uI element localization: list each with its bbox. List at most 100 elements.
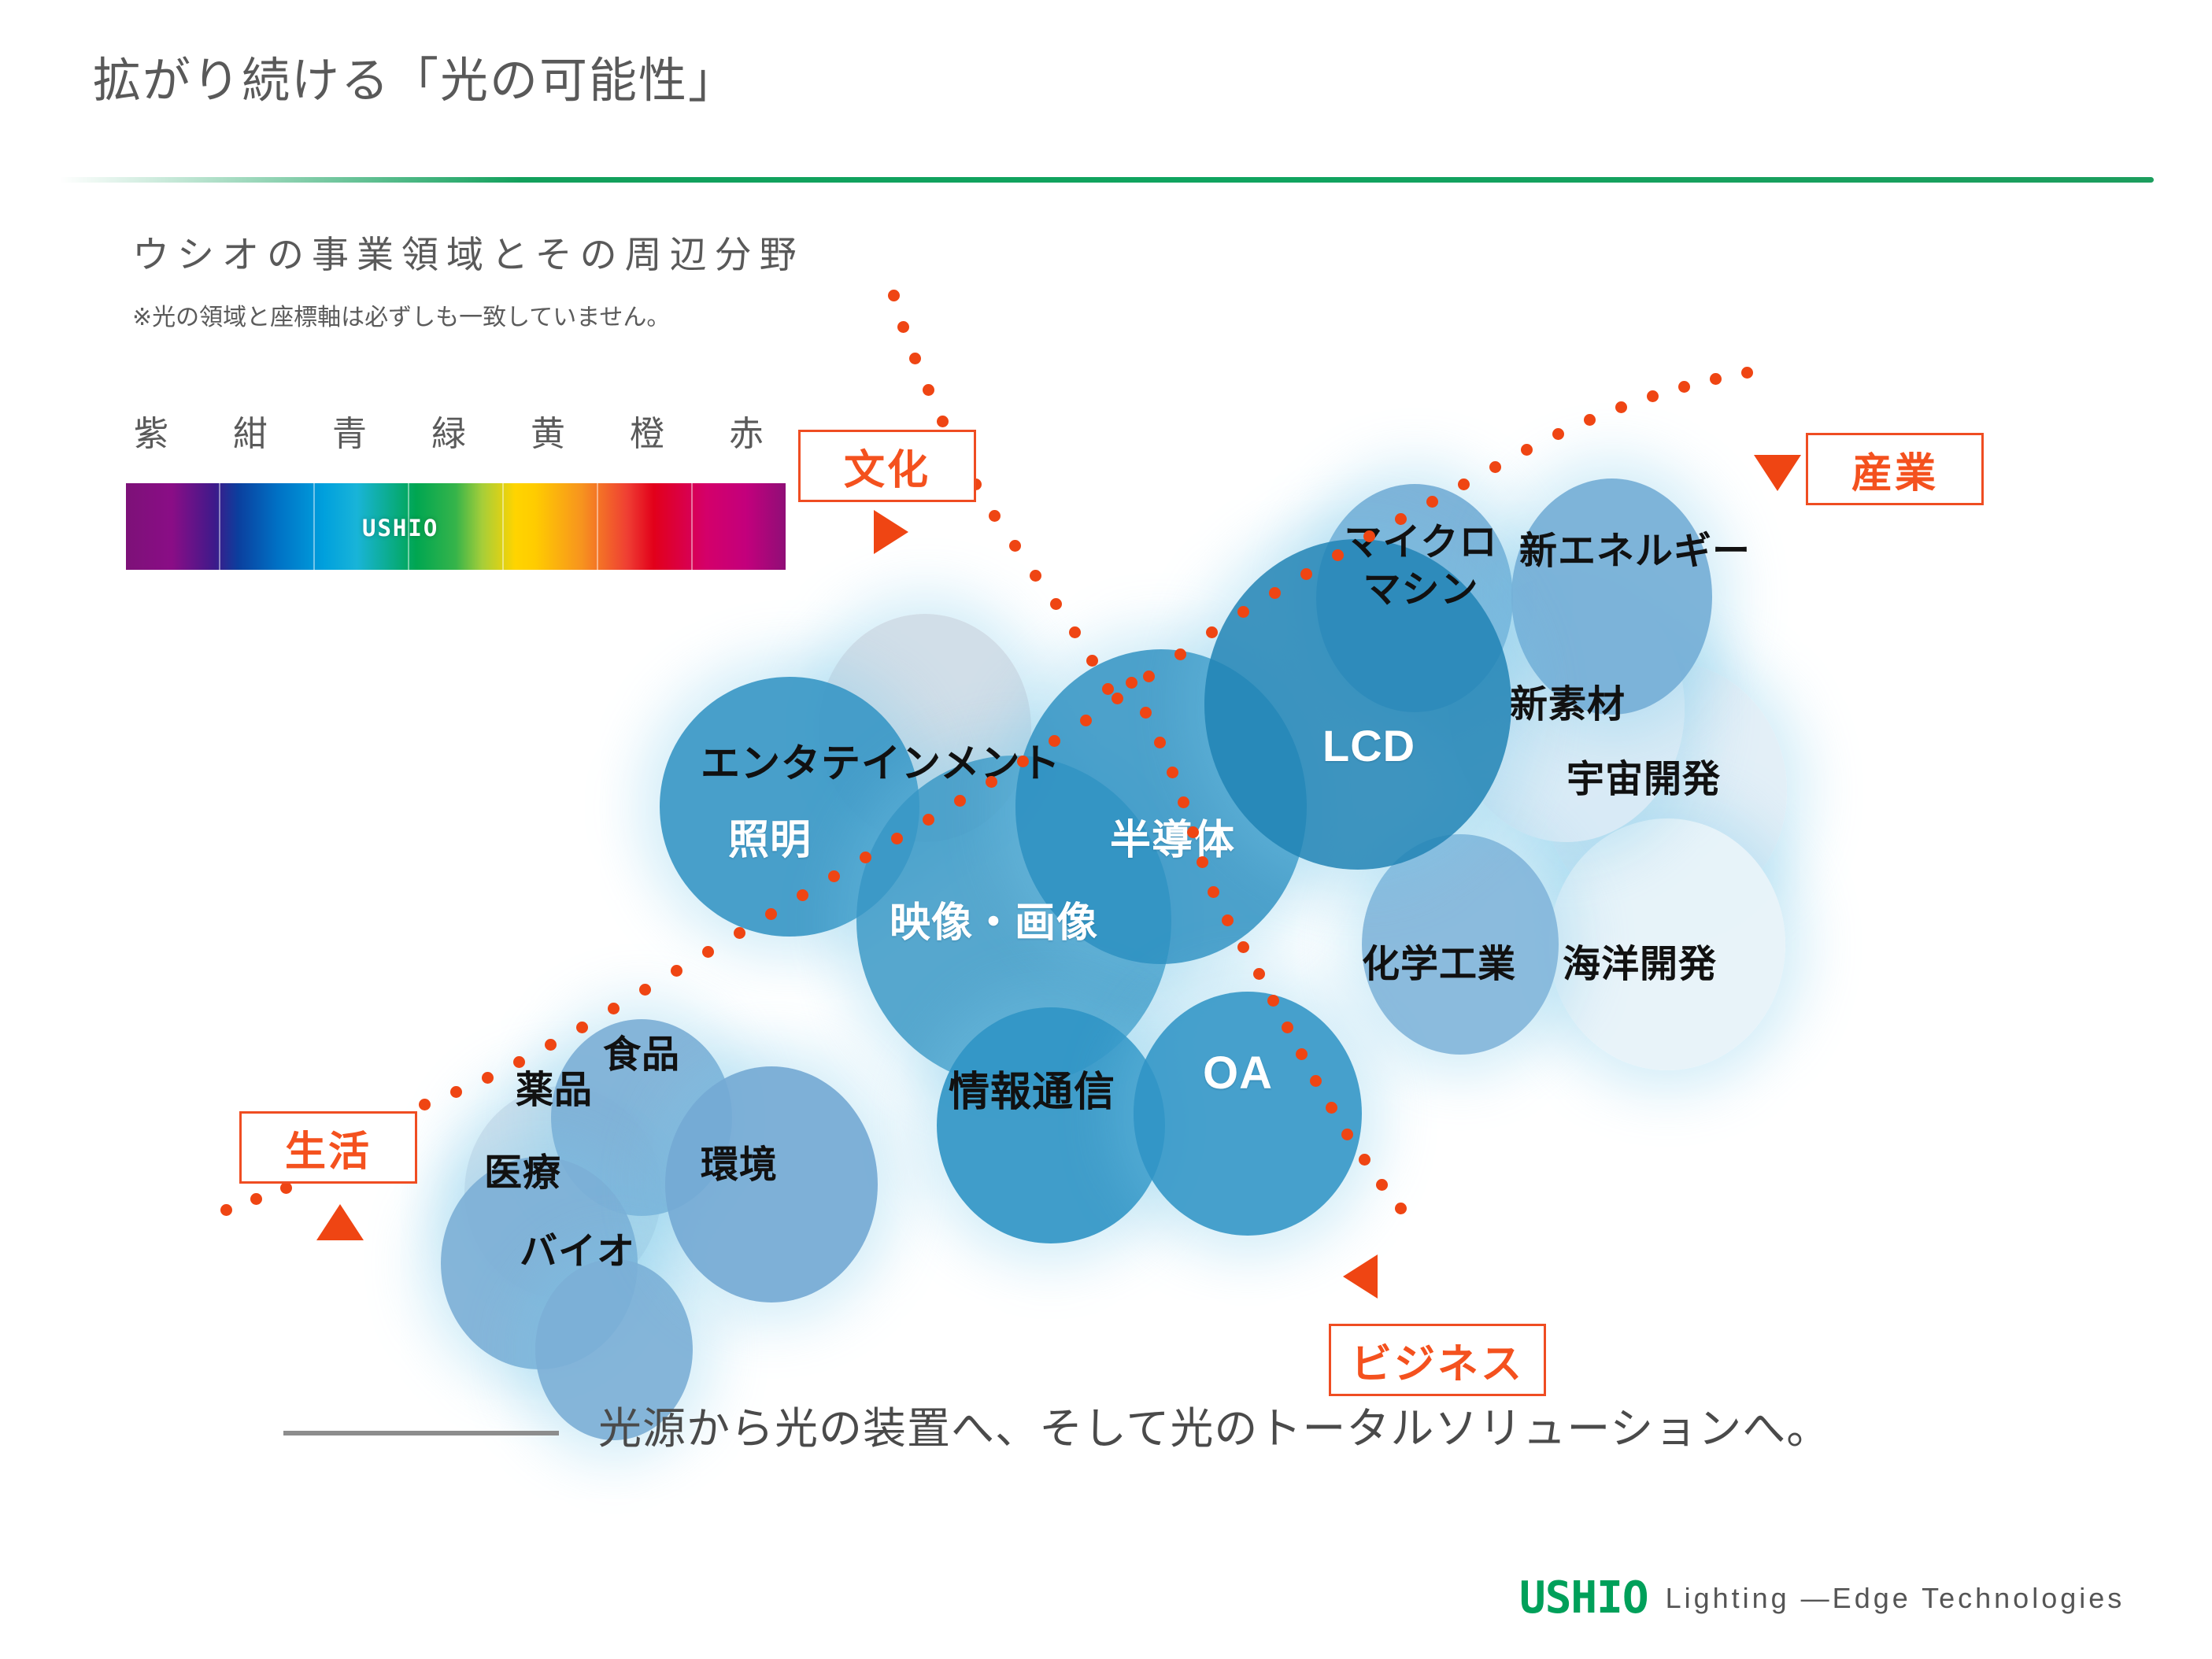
connector-dot [419,1099,431,1110]
connector-dot [1310,1075,1322,1087]
connector-dot [888,290,900,301]
connector-dot [702,946,714,958]
bubble-label-kankyou: 環境 [701,1144,779,1186]
connector-dot [860,852,871,863]
section-note: ※光の領域と座標軸は必ずしも一致していません。 [132,305,671,331]
connector-dot [220,1204,232,1216]
connector-dot [1341,1129,1353,1140]
connector-dot [897,321,909,333]
bubble-label-kaiyou-kaihatsu: 海洋開発 [1563,944,1718,985]
spectrum-tick [691,483,693,570]
footer-tagline: Lighting —Edge Technologies [1665,1581,2125,1614]
connector-dot [1080,715,1092,726]
connector-dot [1426,496,1438,508]
connector-dot [545,1039,557,1051]
connector-dot [1086,655,1098,667]
connector-dot [1112,693,1123,704]
bubble-label-iryou: 医療 [484,1152,562,1194]
bubble-shin-energy [1511,478,1712,715]
connector-dot [1017,756,1029,767]
connector-dot [989,510,1001,522]
connector-dot [1126,677,1137,689]
axis-label-business: ビジネス [1350,1341,1524,1387]
connector-dot [828,870,840,882]
bubble-label-bio: バイオ [520,1231,636,1273]
connector-dot [1584,414,1596,426]
spectrum-tick [219,483,220,570]
connector-dot [280,1182,292,1194]
bubble-label-eizou-gazou: 映像・画像 [890,900,1099,946]
bubble-lcd [1204,539,1511,870]
connector-dot [1197,856,1208,868]
connector-dot [1741,367,1753,379]
connector-dot [639,984,651,996]
connector-dot [1615,401,1627,413]
triangle-left-icon [1343,1254,1378,1299]
connector-dot [1237,941,1249,953]
connector-dot [1009,540,1021,552]
footer: USHIO Lighting —Edge Technologies [1519,1572,2125,1624]
connector-dot [891,833,903,844]
spectrum-bar: USHIO [126,483,786,570]
connector-dot [1326,1102,1337,1114]
triangle-up-icon [316,1204,364,1240]
connector-dot [482,1072,494,1084]
connector-dot [1206,626,1218,638]
bubble-label-kagaku-kougyou: 化学工業 [1362,944,1517,985]
axis-box-sangyou[interactable]: 産業 [1806,433,1984,505]
connector-dot [1187,826,1199,838]
bubble-label-oa: OA [1203,1047,1273,1099]
connector-dot [1208,886,1219,898]
axis-box-bunka[interactable]: 文化 [798,430,976,502]
spectrum-label-row: 紫 紺 青 緑 黄 橙 赤 [134,405,764,456]
connector-dot [1049,735,1060,747]
connector-dot [1269,587,1281,599]
connector-dot [250,1193,262,1205]
bubble-label-shokuhin: 食品 [603,1034,681,1076]
spectrum-tick [502,483,504,570]
connector-dot [1489,461,1501,473]
section-heading: ウシオの事業領域とその周辺分野 [132,234,805,275]
connector-dot [797,889,808,901]
title-underline [60,177,2154,183]
connector-dot [1300,568,1312,580]
axis-box-seikatsu[interactable]: 生活 [239,1111,417,1184]
bubble-label-entertainment: エンタテインメント [701,741,1061,785]
triangle-right-icon [874,510,908,554]
connector-dot [923,384,934,396]
triangle-down-icon [1754,455,1801,491]
connector-dot [1678,381,1690,393]
connector-dot [1359,1154,1370,1166]
bubble-label-shoumei: 照明 [728,818,812,863]
connector-dot [1458,478,1470,490]
connector-dot [765,908,777,920]
connector-dot [1395,1203,1407,1214]
connector-dot [923,814,934,826]
connector-dot [1395,513,1407,525]
connector-dot [576,1022,588,1033]
caption-rule [283,1431,559,1435]
spectrum-tick [597,483,598,570]
spectrum-label-yellow: 黄 [531,415,565,453]
spectrum-label-violet: 紫 [134,415,168,453]
connector-dot [1174,648,1186,660]
bubble-label-yakuhin: 薬品 [516,1070,594,1111]
page-title: 拡がり続ける「光の可能性」 [93,54,738,107]
connector-dot [1154,737,1166,748]
bubble-kagaku-kougyou [1362,834,1559,1055]
bubble-label-shinsozai: 新素材 [1510,684,1626,726]
connector-dot [1710,373,1722,385]
axis-box-business[interactable]: ビジネス [1329,1324,1546,1396]
spectrum-label-orange: 橙 [630,415,664,453]
connector-dot [1363,530,1375,542]
connector-dot [1253,968,1265,980]
connector-dot [1143,671,1155,682]
connector-dot [1178,796,1189,808]
axis-label-sangyou: 産業 [1851,450,1938,497]
connector-dot [1647,390,1659,402]
connector-dot [1102,683,1114,695]
connector-dot [1332,549,1344,561]
connector-dot [1030,570,1041,582]
connector-dot [1167,767,1178,778]
ushio-spectrum-logo: USHIO [362,515,439,541]
